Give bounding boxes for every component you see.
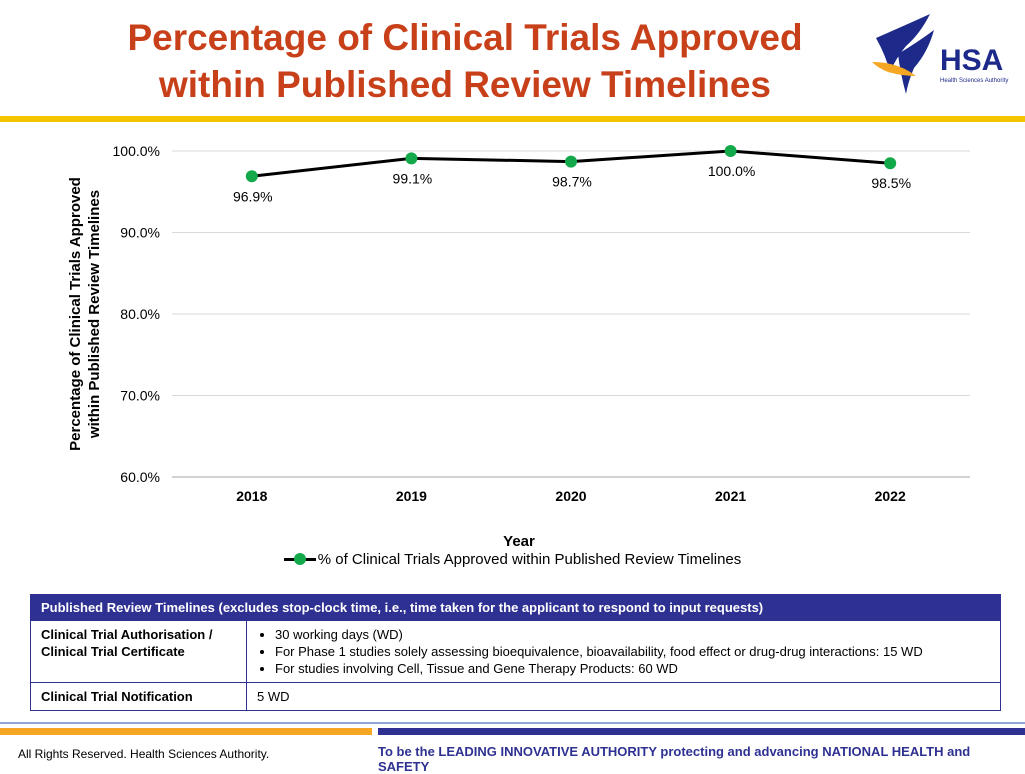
legend-label: % of Clinical Trials Approved within Pub… xyxy=(317,551,742,568)
legend-swatch xyxy=(283,552,316,566)
row-2-key: Clinical Trial Notification xyxy=(30,682,247,711)
logo-text: HSA xyxy=(940,44,1003,77)
data-point xyxy=(245,170,258,183)
review-timelines-table: Published Review Timelines (excludes sto… xyxy=(30,594,1001,711)
data-label: 100.0% xyxy=(708,163,755,179)
footer-navy-bar xyxy=(378,728,1025,735)
data-label: 96.9% xyxy=(233,188,273,204)
x-tick-label: 2018 xyxy=(236,488,267,504)
logo-swoosh-gold xyxy=(872,62,916,76)
hsa-logo: HSA Health Sciences Authority xyxy=(872,14,1008,94)
row-1-key-line-1: Clinical Trial Authorisation / xyxy=(41,627,213,642)
logo-subtext: Health Sciences Authority xyxy=(940,78,1008,84)
data-point xyxy=(565,155,577,168)
y-tick-label: 60.0% xyxy=(120,469,160,485)
x-tick-label: 2022 xyxy=(875,488,906,504)
row-2-value: 5 WD xyxy=(246,682,1001,711)
y-tick-label: 90.0% xyxy=(120,225,160,241)
x-tick-label: 2020 xyxy=(555,488,586,504)
data-point xyxy=(405,152,418,165)
table-row: Clinical Trial Authorisation / Clinical … xyxy=(30,620,1001,683)
list-item: For studies involving Cell, Tissue and G… xyxy=(275,660,990,677)
logo-swoosh-navy-2 xyxy=(898,30,934,94)
chart-y-ticks: 60.0% 70.0% 80.0% 90.0% 100.0% xyxy=(113,143,160,485)
chart-gridlines xyxy=(172,150,970,478)
table-row: Clinical Trial Notification 5 WD xyxy=(30,682,1001,711)
table-header: Published Review Timelines (excludes sto… xyxy=(30,594,1001,621)
y-axis-title-line-1: Percentage of Clinical Trials Approved xyxy=(67,177,84,451)
y-tick-label: 80.0% xyxy=(120,306,160,322)
line-chart: 60.0%70.0%80.0%90.0%100.0% 2018 2019 2020 2… xyxy=(67,143,970,550)
chart-series: 96.9% 99.1% 98.7% 100.0% 98.5% xyxy=(233,145,911,204)
row-1-key: Clinical Trial Authorisation / Clinical … xyxy=(30,620,247,683)
chart-legend: % of Clinical Trials Approved within Pub… xyxy=(0,551,1025,568)
footer-thin-line xyxy=(0,722,1025,724)
row-1-key-line-2: Clinical Trial Certificate xyxy=(41,644,185,659)
y-tick-label: 100.0% xyxy=(113,143,160,159)
title-line-1: Percentage of Clinical Trials Approved xyxy=(127,17,803,58)
footer-tagline: To be the LEADING INNOVATIVE AUTHORITY p… xyxy=(378,744,971,774)
x-tick-label: 2021 xyxy=(715,488,746,504)
data-label: 98.5% xyxy=(871,175,911,191)
data-point xyxy=(724,145,737,157)
x-axis-title: Year xyxy=(503,533,535,550)
chart-x-categories: 2018 2019 2020 2021 2022 xyxy=(236,488,906,504)
y-axis-title-line-2: within Published Review Timelines xyxy=(86,190,103,439)
footer-orange-bar xyxy=(0,728,372,735)
data-label: 99.1% xyxy=(393,170,433,186)
row-1-value: 30 working days (WD) For Phase 1 studies… xyxy=(246,620,1001,683)
y-tick-label: 70.0% xyxy=(120,388,160,404)
data-label: 98.7% xyxy=(552,174,592,190)
header-divider xyxy=(0,116,1025,122)
page-title: Percentage of Clinical Trials Approved w… xyxy=(40,14,890,108)
list-item: 30 working days (WD) xyxy=(275,626,990,643)
data-point xyxy=(884,157,897,170)
title-line-2: within Published Review Timelines xyxy=(158,64,772,105)
list-item: For Phase 1 studies solely assessing bio… xyxy=(275,643,990,660)
footer-copyright: All Rights Reserved. Health Sciences Aut… xyxy=(18,747,270,761)
logo-swoosh-navy xyxy=(876,14,930,72)
x-tick-label: 2019 xyxy=(396,488,427,504)
